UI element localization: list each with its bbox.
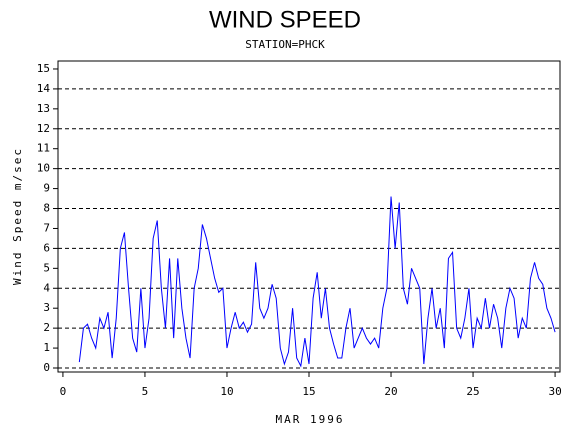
y-tick-label: 3 (43, 301, 50, 314)
y-tick-label: 10 (37, 162, 50, 175)
x-tick-label: 0 (60, 385, 67, 398)
y-tick-label: 14 (37, 82, 51, 95)
y-tick-label: 7 (43, 221, 50, 234)
y-tick-label: 0 (43, 361, 50, 374)
y-tick-label: 5 (43, 261, 50, 274)
y-tick-label: 8 (43, 202, 50, 215)
x-tick-label: 20 (384, 385, 397, 398)
x-tick-label: 5 (142, 385, 149, 398)
chart-subtitle: STATION=PHCK (245, 38, 325, 51)
y-tick-label: 4 (43, 281, 50, 294)
x-tick-label: 10 (220, 385, 233, 398)
y-tick-label: 2 (43, 321, 50, 334)
y-tick-label: 13 (37, 102, 50, 115)
x-tick-label: 30 (548, 385, 561, 398)
x-axis-label: MAR 1996 (276, 413, 345, 426)
y-tick-label: 12 (37, 122, 50, 135)
x-tick-label: 15 (302, 385, 315, 398)
y-tick-label: 6 (43, 241, 50, 254)
data-line (78, 196, 556, 368)
y-tick-label: 11 (37, 142, 50, 155)
chart-title: WIND SPEED (209, 6, 361, 33)
y-axis-label: Wind Speed m/sec (11, 147, 24, 285)
y-tick-label: 9 (43, 182, 50, 195)
plot-frame (57, 60, 561, 373)
y-tick-label: 1 (43, 341, 50, 354)
x-tick-label: 25 (466, 385, 479, 398)
y-tick-label: 15 (37, 62, 50, 75)
